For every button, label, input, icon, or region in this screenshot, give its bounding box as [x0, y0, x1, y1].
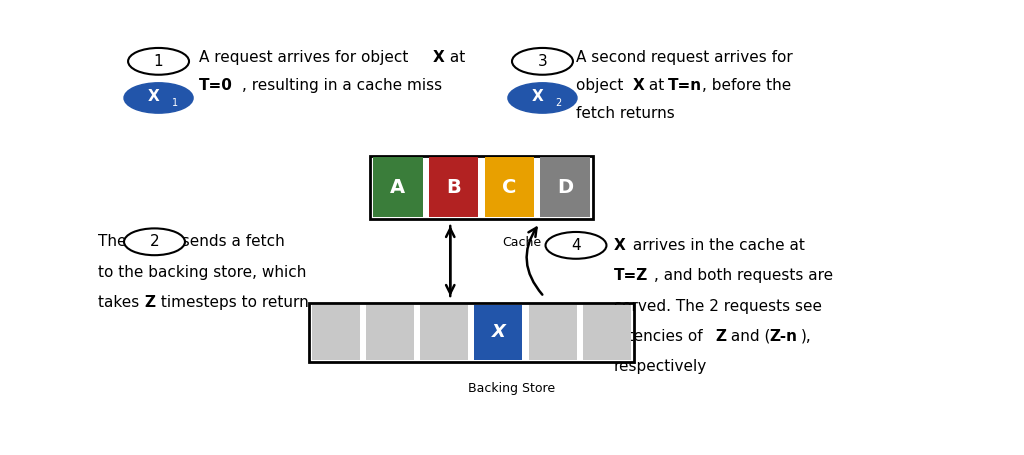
Bar — [484, 157, 535, 217]
Bar — [309, 303, 634, 362]
Text: Z-n: Z-n — [769, 329, 797, 344]
Text: arrives in the cache at: arrives in the cache at — [628, 238, 805, 253]
Circle shape — [546, 232, 606, 259]
Text: 1: 1 — [172, 98, 178, 108]
Text: object: object — [575, 78, 629, 93]
Text: latencies of: latencies of — [613, 329, 707, 344]
Text: at: at — [445, 50, 465, 65]
Text: 2: 2 — [150, 234, 160, 249]
Bar — [474, 305, 522, 360]
Text: A: A — [390, 178, 406, 197]
Text: X: X — [147, 89, 160, 104]
Text: , resulting in a cache miss: , resulting in a cache miss — [242, 78, 442, 93]
Text: 1: 1 — [154, 54, 164, 69]
Text: X: X — [613, 238, 626, 253]
Text: C: C — [503, 178, 517, 197]
Text: X: X — [433, 50, 444, 65]
Text: T=n: T=n — [668, 78, 701, 93]
Circle shape — [128, 48, 189, 75]
Text: fetch returns: fetch returns — [575, 106, 675, 121]
Bar — [367, 305, 414, 360]
Text: to the backing store, which: to the backing store, which — [97, 265, 306, 280]
Bar — [541, 157, 590, 217]
Bar — [583, 305, 631, 360]
Bar — [312, 305, 360, 360]
Text: X: X — [492, 324, 506, 341]
Circle shape — [512, 48, 573, 75]
Text: D: D — [557, 178, 573, 197]
Text: Cache: Cache — [503, 237, 542, 249]
Text: served. The 2 requests see: served. The 2 requests see — [613, 298, 821, 313]
Text: T=Z: T=Z — [613, 268, 648, 283]
Text: X: X — [633, 78, 645, 93]
Text: The cache sends a fetch: The cache sends a fetch — [97, 234, 285, 249]
Bar — [429, 157, 478, 217]
Text: , and both requests are: , and both requests are — [654, 268, 834, 283]
Text: ),: ), — [801, 329, 811, 344]
Text: X: X — [531, 89, 544, 104]
Text: Backing Store: Backing Store — [468, 382, 556, 394]
Text: Z: Z — [715, 329, 726, 344]
Text: takes: takes — [97, 295, 143, 310]
Text: 3: 3 — [538, 54, 548, 69]
Text: 2: 2 — [556, 98, 562, 108]
Circle shape — [124, 228, 185, 255]
Text: T=0: T=0 — [200, 78, 233, 93]
Text: 4: 4 — [571, 238, 581, 253]
Text: at: at — [644, 78, 669, 93]
Text: and (: and ( — [726, 329, 771, 344]
Bar — [420, 305, 468, 360]
Text: A second request arrives for: A second request arrives for — [575, 50, 793, 65]
Circle shape — [508, 83, 577, 113]
Bar — [528, 305, 577, 360]
Text: , before the: , before the — [701, 78, 792, 93]
Text: B: B — [446, 178, 461, 197]
Text: Z: Z — [144, 295, 156, 310]
Bar — [370, 156, 593, 218]
Text: timesteps to return: timesteps to return — [156, 295, 308, 310]
Bar — [373, 157, 423, 217]
Circle shape — [124, 83, 194, 113]
Text: A request arrives for object: A request arrives for object — [200, 50, 414, 65]
Text: respectively: respectively — [613, 359, 707, 374]
